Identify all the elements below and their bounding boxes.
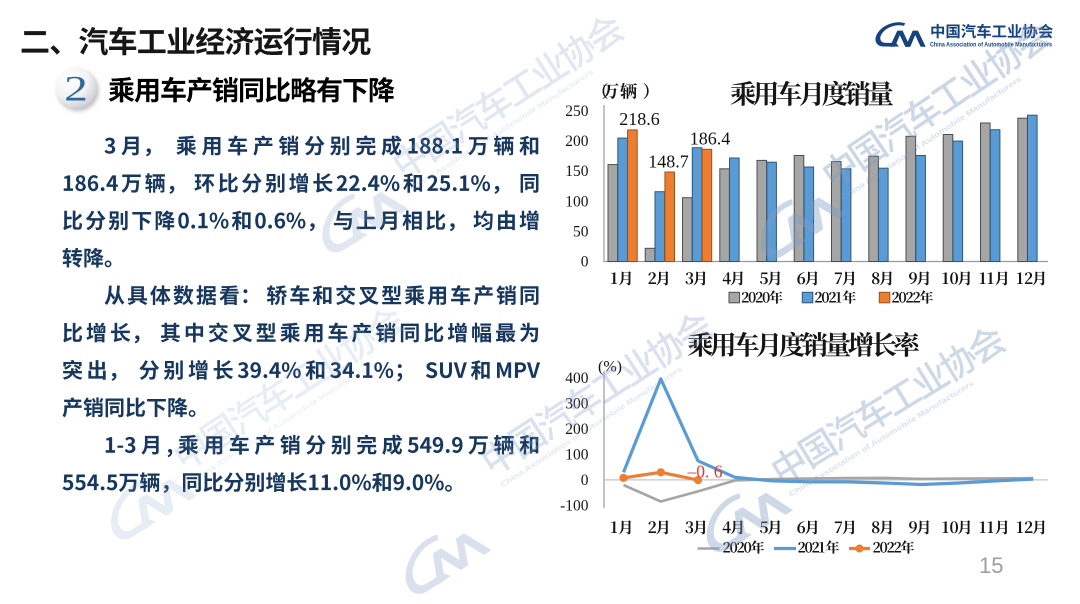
- svg-text:148.7: 148.7: [648, 152, 689, 172]
- svg-text:50: 50: [573, 223, 589, 240]
- svg-text:0: 0: [581, 472, 589, 489]
- svg-text:15: 15: [979, 553, 1003, 578]
- svg-text:–0. 6: –0. 6: [687, 462, 723, 482]
- svg-text:250: 250: [565, 103, 589, 120]
- svg-text:100: 100: [565, 446, 589, 463]
- svg-text:186.4: 186.4: [690, 129, 731, 149]
- svg-text:400: 400: [565, 370, 589, 387]
- svg-text:218.6: 218.6: [619, 109, 660, 129]
- svg-text:150: 150: [565, 163, 589, 180]
- svg-text:200: 200: [565, 133, 589, 150]
- svg-text:100: 100: [565, 193, 589, 210]
- svg-text:2: 2: [64, 69, 88, 109]
- svg-text:0: 0: [581, 254, 589, 271]
- svg-text:-100: -100: [560, 497, 589, 514]
- svg-text:China Association of Automobil: China Association of Automobile Manufact…: [930, 42, 1052, 49]
